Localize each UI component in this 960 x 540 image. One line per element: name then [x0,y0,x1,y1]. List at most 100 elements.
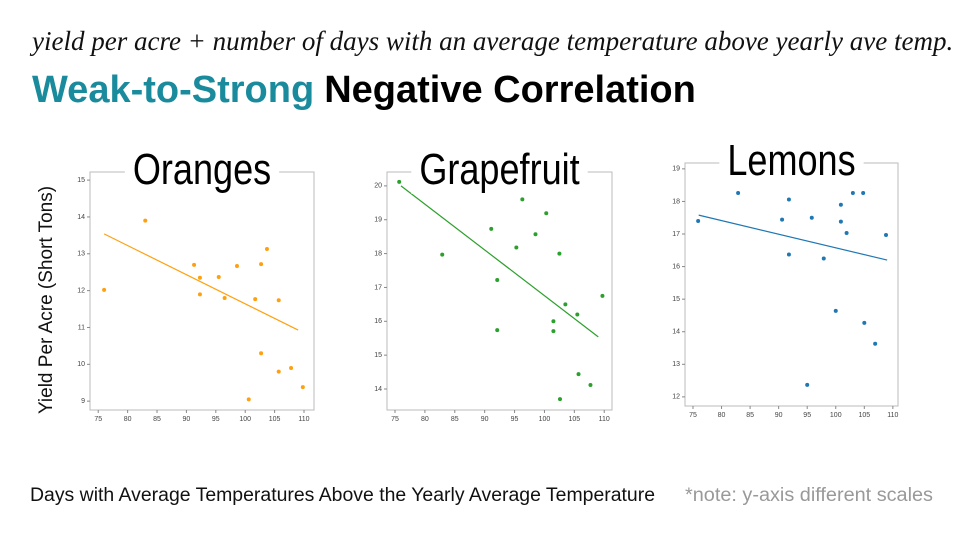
y-tick-label: 13 [77,251,85,258]
point [197,275,202,280]
point [489,226,494,231]
y-tick-label: 14 [77,214,85,221]
point [216,275,221,279]
point [440,252,445,257]
y-tick-label: 14 [374,386,382,393]
point [805,382,810,387]
point [844,231,849,236]
y-tick-label: 10 [77,361,85,368]
y-tick-label: 17 [672,231,680,238]
x-tick-label: 80 [421,416,429,423]
note: *note: y-axis different scales [685,485,933,506]
x-tick-label: 100 [239,416,251,423]
x-tick-label: 90 [481,416,489,423]
point [397,179,402,184]
x-tick-label: 80 [718,412,726,419]
heading-highlight: Weak-to-Strong [32,69,314,111]
point [557,251,562,256]
subtitle: yield per acre + number of days with an … [29,26,953,56]
x-tick-label: 75 [689,412,697,419]
point [246,397,251,402]
point [544,211,549,216]
plot-frame [684,162,899,407]
point [276,298,281,303]
point [551,319,556,324]
x-tick-label: 85 [153,416,161,423]
trend-line [103,233,299,331]
trend-line [698,214,888,261]
point [520,197,525,202]
point [786,197,791,202]
chart: 12 13 14 15 16 17 18 19 75 80 85 90 95 100 105 110 Lemon… [672,135,899,419]
point [588,382,593,387]
x-tick-label: 95 [212,416,220,423]
y-tick-label: 12 [77,287,85,294]
x-axis-label: Days with Average Temperatures Above the… [30,485,655,506]
x-tick-label: 100 [539,416,551,423]
y-tick-label: 20 [374,183,382,190]
x-tick-label: 105 [269,416,281,423]
point [600,293,605,298]
x-tick-label: 110 [887,412,898,419]
y-tick-label: 13 [672,361,680,368]
point [533,232,538,237]
chart-title: Grapefruit [419,145,579,194]
point [563,302,568,307]
point [786,252,791,257]
x-tick-label: 75 [94,416,102,423]
x-tick-label: 80 [124,416,132,423]
title-background [411,144,588,194]
y-tick-label: 15 [374,352,382,359]
title-background [124,144,280,194]
point [736,190,741,195]
point [861,190,866,195]
x-tick-label: 90 [775,412,783,419]
point [850,190,855,195]
y-axis-label: Yield Per Acre (Short Tons) [36,186,57,414]
plot-frame [89,171,315,411]
y-tick-label: 16 [374,318,382,325]
chart: 9 10 11 12 13 14 15 75 80 85 90 95 100 105 110 Oranges [77,144,315,423]
point [862,320,867,325]
point [253,297,258,302]
x-tick-label: 110 [298,416,309,423]
y-tick-label: 12 [672,394,680,401]
point [259,262,264,267]
y-tick-label: 16 [672,263,680,270]
point [833,308,838,313]
point [821,256,826,261]
point [551,329,556,334]
chart: 14 15 16 17 18 19 20 75 80 85 90 95 100 105 110 Grapefr… [374,144,613,423]
point [838,219,843,224]
point [576,372,581,377]
point [557,397,562,402]
point [696,218,701,223]
point [495,277,500,282]
x-tick-label: 95 [803,412,811,419]
point [884,232,889,237]
x-tick-label: 105 [568,416,580,423]
chart-title: Oranges [133,145,271,194]
point [222,296,227,300]
trend-line [400,185,599,338]
x-tick-label: 100 [830,412,842,419]
point [102,287,107,292]
point [873,341,878,346]
y-tick-label: 18 [672,198,680,205]
point [514,245,519,250]
point [838,202,843,207]
point [289,366,294,370]
point [495,328,500,333]
point [780,217,785,222]
y-tick-label: 17 [374,284,382,291]
y-tick-label: 19 [374,217,382,224]
point [276,369,281,374]
point [197,292,202,297]
y-tick-label: 11 [78,324,85,331]
y-tick-label: 15 [77,177,85,184]
x-tick-label: 95 [511,416,519,423]
chart-title: Lemons [727,136,855,185]
point [264,247,269,251]
y-tick-label: 19 [672,166,680,173]
